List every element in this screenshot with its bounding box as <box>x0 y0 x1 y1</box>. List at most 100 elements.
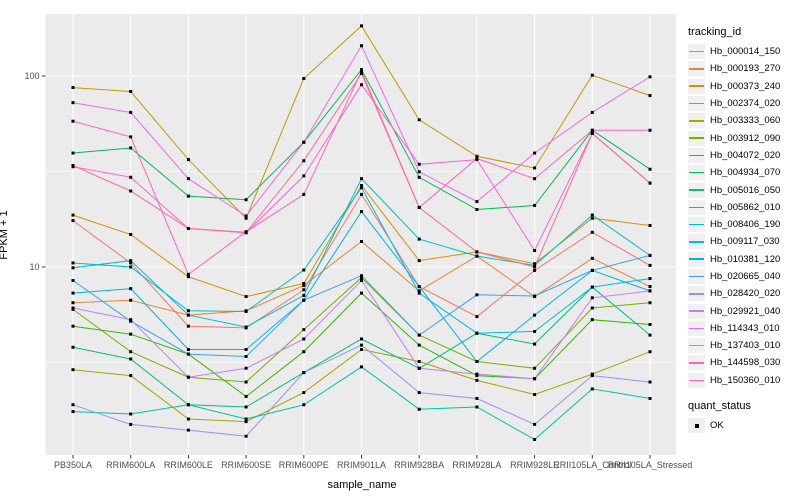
data-point <box>360 278 363 282</box>
data-point <box>71 163 75 167</box>
data-point <box>244 394 248 398</box>
data-point <box>648 277 652 281</box>
data-point <box>648 223 652 227</box>
legend-item: Hb_028420_020 <box>688 285 780 302</box>
y-axis-title: FPKM + 1 <box>0 210 10 260</box>
data-point <box>417 170 421 174</box>
legend-label: Hb_114343_010 <box>710 322 780 334</box>
data-point <box>71 410 75 414</box>
data-point <box>648 380 652 384</box>
data-point <box>129 422 133 426</box>
legend-item: Hb_000373_240 <box>688 78 780 95</box>
data-point <box>648 285 652 289</box>
legend-item: Hb_000193_270 <box>688 60 780 77</box>
data-point <box>590 131 594 135</box>
data-point <box>71 151 75 155</box>
x-tick-label: RRII105LA_Stressed <box>608 460 693 470</box>
data-point <box>475 293 479 297</box>
legend-item: Hb_002374_020 <box>688 95 780 112</box>
data-point <box>302 281 306 285</box>
data-point <box>590 374 594 378</box>
data-point <box>129 110 133 114</box>
data-point <box>590 318 594 322</box>
data-point <box>475 208 479 212</box>
legend-line-swatch <box>689 258 704 260</box>
data-point <box>129 412 133 416</box>
data-point <box>71 213 75 217</box>
data-point <box>129 265 133 269</box>
data-point <box>590 268 594 272</box>
x-tick-label: RRIM600SE <box>221 460 271 470</box>
data-point <box>186 417 190 421</box>
legend-label: Hb_000014_150 <box>710 46 781 58</box>
data-point <box>302 403 306 407</box>
legend-item: Hb_005016_050 <box>688 181 780 198</box>
legend-line-swatch <box>689 154 704 157</box>
data-point <box>244 230 248 234</box>
legend-key <box>688 44 705 60</box>
x-tick-label: RRIM600LA <box>106 460 155 470</box>
data-point <box>244 309 248 313</box>
data-point <box>417 291 421 295</box>
data-point <box>648 289 652 293</box>
legend-key <box>688 338 705 354</box>
legend-point-swatch <box>694 423 699 428</box>
data-point <box>360 184 363 188</box>
legend-item: Hb_004072_020 <box>688 147 780 164</box>
data-point <box>129 259 133 263</box>
legend-label: Hb_004072_020 <box>710 149 781 161</box>
data-point <box>244 325 248 329</box>
data-point <box>590 230 594 234</box>
legend-item: Hb_003912_090 <box>688 129 780 146</box>
data-point <box>302 159 306 163</box>
data-point <box>475 396 479 400</box>
y-tick-label: 100 <box>24 71 39 81</box>
data-point <box>475 156 479 160</box>
legend-label: Hb_029921_040 <box>710 305 781 317</box>
data-point <box>475 315 479 319</box>
legend-line-swatch <box>689 379 704 382</box>
data-point <box>186 309 190 313</box>
data-point <box>129 374 133 378</box>
data-point <box>417 237 421 241</box>
data-point <box>129 189 133 193</box>
legend-key <box>688 286 705 302</box>
data-point <box>417 366 421 370</box>
data-point <box>533 313 537 317</box>
data-point <box>648 396 652 400</box>
data-point <box>186 347 190 351</box>
legend-line-swatch <box>689 120 704 122</box>
legend-line-swatch <box>689 171 704 174</box>
legend-item: Hb_029921_040 <box>688 302 780 319</box>
legend-key <box>688 61 705 77</box>
legend-label: Hb_008406_190 <box>710 219 781 231</box>
x-tick-label: RRIM928BA <box>394 460 444 470</box>
data-point <box>475 331 479 335</box>
data-point <box>186 428 190 432</box>
x-tick-label: RRII105LA_Control <box>553 460 631 470</box>
data-point <box>186 324 190 328</box>
data-point <box>360 274 363 278</box>
legend-key <box>688 96 705 112</box>
legend-label: Hb_150360_010 <box>710 374 781 386</box>
data-point <box>129 135 133 139</box>
data-point <box>71 86 75 90</box>
data-point <box>475 360 479 364</box>
data-point <box>590 216 594 220</box>
legend-item: Hb_008406_190 <box>688 216 780 233</box>
data-point <box>186 275 190 279</box>
data-point <box>648 75 652 79</box>
data-point <box>360 72 363 76</box>
data-point <box>360 210 363 214</box>
legend-label: Hb_010381_120 <box>710 253 781 265</box>
legend-line-swatch <box>689 68 704 70</box>
data-point <box>129 318 133 322</box>
data-point <box>590 387 594 391</box>
data-point <box>533 393 537 397</box>
data-point <box>129 232 133 236</box>
legend-label: Hb_004934_070 <box>710 167 781 179</box>
legend-key <box>688 234 705 250</box>
data-point <box>302 371 306 375</box>
data-point <box>186 194 190 198</box>
data-point <box>302 328 306 332</box>
